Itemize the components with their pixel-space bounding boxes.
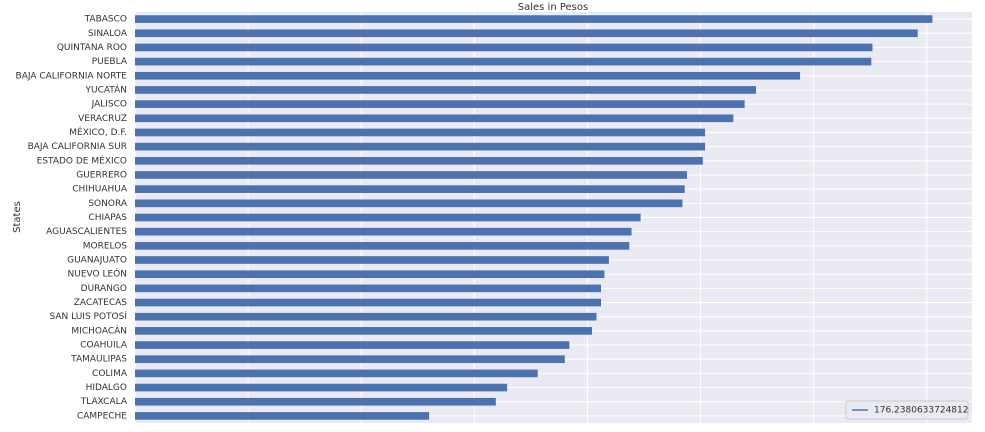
bar (135, 270, 605, 279)
y-tick-label: TLAXCALA (80, 397, 128, 407)
bar (135, 199, 683, 208)
bar (135, 29, 918, 38)
y-tick-label: VERACRUZ (78, 114, 127, 124)
y-tick-label: PUEBLA (92, 57, 128, 67)
y-tick-label: MÉXICO, D.F. (69, 126, 127, 138)
bar (135, 114, 734, 123)
bar (135, 383, 508, 392)
y-tick-label: COLIMA (92, 369, 128, 379)
y-tick-label: SONORA (88, 199, 128, 209)
y-tick-label: BAJA CALIFORNIA NORTE (16, 71, 128, 81)
y-tick-label: MORELOS (83, 241, 128, 251)
y-tick-label: QUINTANA ROO (57, 43, 127, 53)
y-tick-label: AGUASCALIENTES (46, 227, 127, 237)
y-tick-label: HIDALGO (86, 383, 127, 393)
bar (135, 341, 570, 349)
bar (135, 142, 706, 151)
bar (135, 284, 602, 293)
bar (135, 171, 687, 179)
y-tick-label: NUEVO LEÓN (68, 268, 127, 280)
y-tick-label: GUANAJUATO (67, 256, 127, 266)
bar (135, 312, 597, 321)
bar (135, 242, 630, 250)
bar (135, 156, 703, 165)
bar (135, 15, 933, 23)
bar (135, 327, 592, 335)
bar (135, 298, 602, 307)
y-tick-label: DURANGO (81, 284, 127, 294)
legend-box (845, 400, 969, 420)
y-tick-label: ESTADO DE MÉXICO (37, 154, 127, 166)
y-tick-label: SAN LUIS POTOSÍ (50, 310, 128, 322)
y-tick-label: COAHUILA (80, 341, 128, 351)
bar (135, 397, 496, 406)
y-tick-label: ZACATECAS (74, 298, 128, 308)
bar (135, 256, 609, 264)
bar (135, 369, 538, 378)
y-tick-label: JALISCO (91, 100, 127, 110)
y-tick-label: SINALOA (88, 29, 128, 39)
chart-title: Sales in Pesos (518, 2, 588, 13)
bar (135, 71, 801, 80)
bar (135, 86, 756, 94)
y-tick-label: MICHOACÁN (71, 324, 127, 336)
legend-label: 176.2380633724812 (874, 406, 968, 416)
bar (135, 355, 565, 364)
y-tick-label: YUCATÁN (84, 83, 127, 95)
bar (135, 213, 641, 222)
bar (135, 57, 872, 66)
y-tick-label: BAJA CALIFORNIA SUR (28, 142, 127, 152)
bar (135, 185, 685, 193)
y-tick-label: CHIHUAHUA (72, 185, 128, 195)
bar (135, 227, 632, 236)
bar (135, 128, 706, 137)
y-tick-label: TAMAULIPAS (70, 355, 127, 365)
bar (135, 100, 745, 108)
bar (135, 43, 873, 52)
y-axis-label: States (12, 201, 23, 233)
y-tick-label: CAMPECHE (77, 411, 127, 421)
y-tick-label: TABASCO (84, 15, 127, 25)
y-tick-label: CHIAPAS (88, 213, 127, 223)
bar (135, 412, 430, 420)
y-tick-label: GUERRERO (76, 170, 127, 180)
